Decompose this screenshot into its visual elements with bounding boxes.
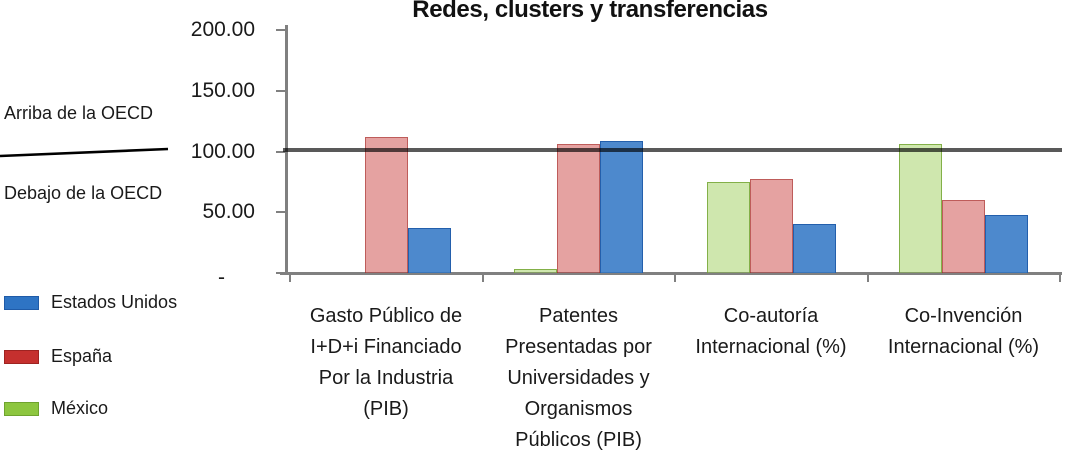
y-axis-tick-label: - — [218, 266, 225, 289]
bar-group — [868, 144, 1061, 273]
legend-swatch-mexico — [4, 401, 39, 416]
bar-espana — [749, 179, 793, 273]
oecd-threshold-pointer-line — [0, 147, 169, 158]
bar-estados-unidos — [985, 214, 1029, 273]
x-axis-tick — [481, 275, 484, 282]
bar-estados-unidos — [600, 140, 644, 273]
y-axis-tick-label: 50.00 — [202, 200, 255, 224]
category-label: Co-Invención Internacional (%) — [854, 301, 1073, 363]
x-axis-tick — [674, 275, 676, 282]
legend-item-estados-unidos: Estados Unidos — [4, 292, 177, 313]
category-label-line: I+D+i Financiado — [310, 336, 462, 358]
category-label: Patentes Presentadas por Universidades y Or… — [469, 301, 689, 456]
bar-espana — [557, 144, 601, 273]
bar-espana — [942, 200, 986, 273]
legend-item-espana: España — [4, 346, 112, 367]
category-label: Gasto Público de I+D+i Financiado Por la I… — [276, 301, 496, 425]
y-axis-tick — [276, 211, 285, 214]
bar-group — [675, 179, 868, 273]
x-axis-line — [280, 272, 1062, 275]
category-label-line: Patentes — [539, 305, 618, 327]
category-label-line: Por la Industria — [318, 367, 454, 389]
x-axis-tick — [289, 275, 291, 282]
chart-title: Redes, clusters y transferencias — [412, 0, 768, 23]
annotation-above-oecd: Arriba de la OECD — [4, 103, 154, 123]
plot-area — [276, 25, 1062, 282]
category-label-line: Presentadas por — [505, 336, 652, 358]
legend-swatch-estados-unidos — [4, 295, 39, 310]
bar-group — [483, 140, 676, 273]
legend-label: Estados Unidos — [51, 292, 178, 312]
category-label-line: Gasto Público de — [309, 305, 463, 327]
x-axis-tick — [866, 275, 869, 282]
y-axis-tick-label: 200.00 — [190, 18, 255, 41]
category-label-line: Organismos — [524, 398, 633, 420]
y-axis-tick — [276, 272, 285, 274]
legend-swatch-espana — [4, 349, 39, 364]
category-label-line: Públicos (PIB) — [515, 429, 642, 451]
category-label-line: Universidades y — [507, 367, 650, 389]
bar-placeholder-mexico — [322, 272, 365, 273]
category-label-line: Co-autoría — [723, 305, 819, 327]
category-label-line: Co-Invención — [904, 305, 1023, 327]
bar-estados-unidos — [407, 228, 451, 273]
bar-mexico — [899, 144, 943, 273]
bar-estados-unidos — [792, 224, 836, 273]
category-label-line: Internacional (%) — [887, 336, 1040, 358]
x-axis-tick — [1059, 275, 1061, 282]
annotation-below-oecd: Debajo de la OECD — [4, 183, 163, 203]
oecd-reference-line — [283, 148, 1062, 152]
legend-label: España — [51, 346, 113, 366]
y-axis-tick — [276, 150, 285, 153]
legend-label: México — [51, 398, 109, 418]
category-label-line: (PIB) — [363, 398, 409, 420]
legend-item-mexico: México — [4, 398, 108, 419]
category-label-line: Internacional (%) — [695, 336, 847, 358]
y-axis-tick-label: 150.00 — [190, 78, 255, 102]
bar-mexico — [514, 269, 558, 273]
y-axis-tick — [276, 89, 285, 92]
category-label: Co-autoría Internacional (%) — [661, 301, 881, 363]
bar-group — [290, 136, 483, 273]
y-axis-tick — [276, 29, 285, 31]
y-axis-tick-label: 100.00 — [190, 139, 255, 163]
bar-espana — [364, 136, 408, 273]
bar-mexico — [706, 181, 750, 273]
